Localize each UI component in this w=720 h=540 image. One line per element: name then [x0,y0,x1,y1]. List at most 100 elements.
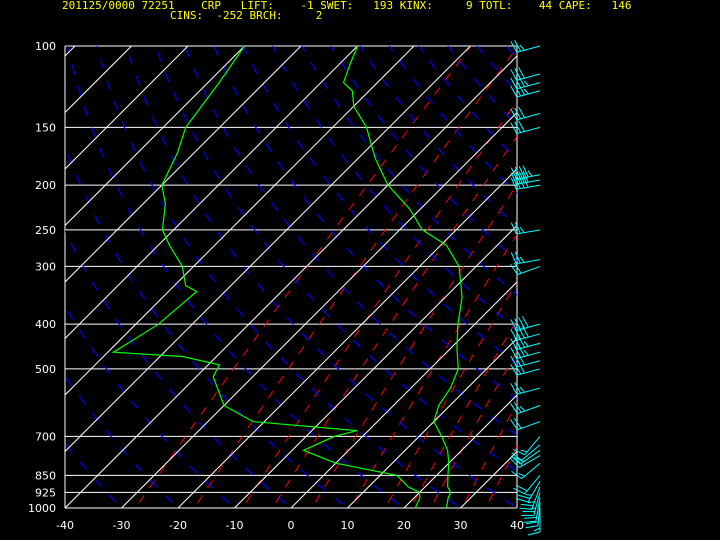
temperature-label--40: -40 [56,519,74,532]
dry-adiabat-line [476,46,517,93]
mixing-ratio-line [311,183,517,508]
pressure-label-200: 200 [35,179,56,192]
temperature-label-10: 10 [341,519,355,532]
wind-barb [510,40,541,53]
dry-adiabat-line [242,46,517,365]
mixing-ratio-line [134,46,472,508]
wind-barb [519,486,541,510]
isotherm-line [290,281,517,508]
isotherm-lines [0,46,517,508]
wind-barb [510,221,541,235]
wind-barb [510,170,541,185]
wind-barb [510,251,541,265]
sounding-profiles [111,46,463,508]
sounding-header: 201125/0000 72251 CRP LIFT: -1 SWET: 193… [0,0,720,22]
isotherm-line [516,507,517,508]
isotherm-line [177,168,517,508]
dry-adiabat-line [65,143,349,508]
wind-barb [511,462,541,480]
wind-barb [510,120,541,135]
mixing-ratio-line [461,402,517,508]
wind-barb [510,382,541,395]
dry-adiabat-line [65,229,292,508]
dry-adiabat-line [447,46,517,127]
mixing-ratio-line [409,318,517,508]
temperature-label--20: -20 [169,519,187,532]
dry-adiabat-line [271,46,517,330]
isotherm-line [121,111,517,508]
dry-adiabat-line [213,46,517,400]
isotherm-line [460,450,517,508]
dry-adiabat-line [505,46,517,59]
wind-barb [511,444,541,461]
mixing-ratio-line [193,46,517,508]
wind-barb [513,475,541,495]
pressure-label-400: 400 [35,318,56,331]
wind-barb [510,455,541,468]
wind-barb [510,401,541,415]
wind-barb [510,262,541,276]
dry-adiabat-line [330,46,517,262]
dry-adiabat-line [518,25,720,518]
pressure-axis-labels: 100 150 200 250 300 400 500 700 850 925 1000 [28,40,56,515]
pressure-label-700: 700 [35,430,56,443]
dewpoint-profile [111,46,421,508]
dry-adiabat-line [388,46,517,194]
wind-barb [515,480,541,503]
dry-adiabat-line [660,25,720,518]
isotherm-line [65,46,358,340]
temperature-label-20: 20 [397,519,411,532]
isotherm-line [65,46,415,396]
dry-adiabat-line [65,442,123,508]
temperature-axis-labels: -40 -30 -20 -10 0 10 20 30 40 [56,519,524,532]
mixing-ratio-line [430,350,517,508]
dry-adiabat-line [603,25,720,518]
dry-adiabat-line [575,25,720,518]
isotherm-line [65,46,132,114]
wind-barb-column [510,40,541,536]
mixing-ratio-line [485,445,517,508]
pressure-label-850: 850 [35,469,56,482]
temperature-label--30: -30 [113,519,131,532]
temperature-label--10: -10 [226,519,244,532]
dry-adiabat-lines [65,25,720,518]
isotherm-line [65,46,302,283]
dry-adiabat-line [184,46,517,436]
dry-adiabat-line [96,46,462,508]
dry-adiabat-line [631,25,720,518]
dry-adiabat-line [65,305,236,508]
dry-adiabat-line [546,25,720,518]
wind-barb [525,501,541,529]
pressure-label-925: 925 [35,486,56,499]
pressure-label-150: 150 [35,121,56,134]
isotherm-line [0,46,19,508]
wind-barb [523,497,541,523]
sounding-indices-line-1: 201125/0000 72251 CRP LIFT: -1 SWET: 193… [62,0,632,12]
isotherm-line [347,337,517,508]
wind-barb [510,316,541,331]
temperature-profile [342,46,463,508]
mixing-ratio-line [349,233,517,508]
dry-adiabat-line [65,375,179,508]
temperature-label-40: 40 [510,519,524,532]
isotherm-line [403,394,517,508]
dry-adiabat-line [66,46,406,508]
pressure-label-300: 300 [35,260,56,273]
dry-adiabat-line [125,46,517,508]
wind-barb [510,417,541,431]
isotherm-line [65,46,189,170]
wind-barb [510,67,541,81]
isotherm-line [65,46,471,453]
isotherm-line [65,46,245,227]
temperature-label-30: 30 [454,519,468,532]
sounding-indices-line-2: CINS: -252 BRCH: 2 [170,9,323,22]
isotherm-line [65,55,517,508]
mixing-ratio-line [271,135,517,508]
pressure-label-250: 250 [35,224,56,237]
mixing-ratio-line [384,281,517,508]
dry-adiabat-line [418,46,517,160]
wind-barb [510,165,541,180]
pressure-label-500: 500 [35,363,56,376]
pressure-label-1000: 1000 [28,502,56,515]
